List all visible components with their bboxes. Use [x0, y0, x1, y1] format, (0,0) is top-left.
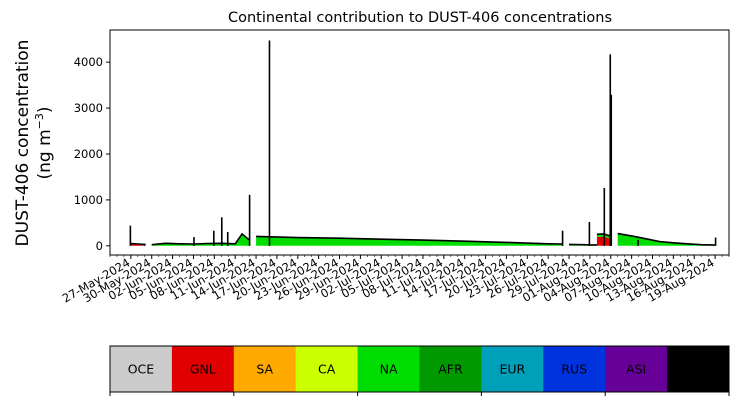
plot-area: 0100020003000400027-May-202430-May-20240… [60, 29, 730, 305]
total-line-segment-0 [130, 242, 146, 246]
legend-swatch-oce [110, 346, 173, 392]
total-line-segment-5 [617, 232, 716, 246]
area-na-segment-4 [596, 233, 611, 246]
y-axis-unit-close: ) [35, 106, 55, 113]
area-na-segment-5 [617, 233, 716, 246]
legend-swatch-aus [667, 346, 730, 392]
y-tick-label-0: 0 [96, 239, 103, 253]
legend-swatch-sa [233, 346, 297, 392]
y-axis-unit: (ng m [35, 129, 55, 179]
legend-frame [109, 345, 730, 393]
area-na-segment-1 [151, 234, 250, 246]
legend-swatch-afr [419, 346, 482, 392]
legend-swatch-asi [605, 346, 668, 392]
y-axis-label-line1: DUST-406 concentration [13, 40, 33, 247]
plot-frame [109, 29, 730, 256]
y-tick-label-3000: 3000 [74, 101, 103, 115]
total-line-segment-1 [151, 232, 250, 246]
y-tick-label-2000: 2000 [74, 147, 103, 161]
legend-label-gnl: GNL [190, 362, 216, 377]
legend-swatch-rus [543, 346, 606, 392]
legend-swatch-ca [295, 346, 359, 392]
legend: OCE GNL SA CA NA AFR EUR RUS ASI AUS [109, 345, 730, 396]
legend-swatch-na [357, 346, 420, 392]
legend-swatch-gnl [171, 346, 235, 392]
y-tick-label-4000: 4000 [74, 55, 103, 69]
y-tick-label-1000: 1000 [74, 193, 103, 207]
y-axis-label-line2: (ng m−3) [33, 106, 55, 179]
total-line-segment-3 [568, 243, 597, 246]
legend-label-afr: AFR [438, 362, 463, 377]
legend-label-oce: OCE [128, 362, 155, 377]
legend-label-asi: ASI [626, 362, 646, 377]
legend-label-eur: EUR [499, 362, 525, 377]
legend-label-na: NA [380, 362, 398, 377]
y-axis-unit-exponent: −3 [33, 113, 46, 129]
y-axis-label: DUST-406 concentration (ng m−3) [13, 40, 55, 247]
total-line-segment-2 [256, 235, 563, 245]
chart-title: Continental contribution to DUST-406 con… [228, 10, 612, 26]
legend-label-aus: AUS [685, 362, 711, 377]
legend-label-rus: RUS [561, 362, 587, 377]
legend-label-ca: CA [318, 362, 336, 377]
legend-swatch-eur [481, 346, 544, 392]
legend-label-sa: SA [256, 362, 273, 377]
